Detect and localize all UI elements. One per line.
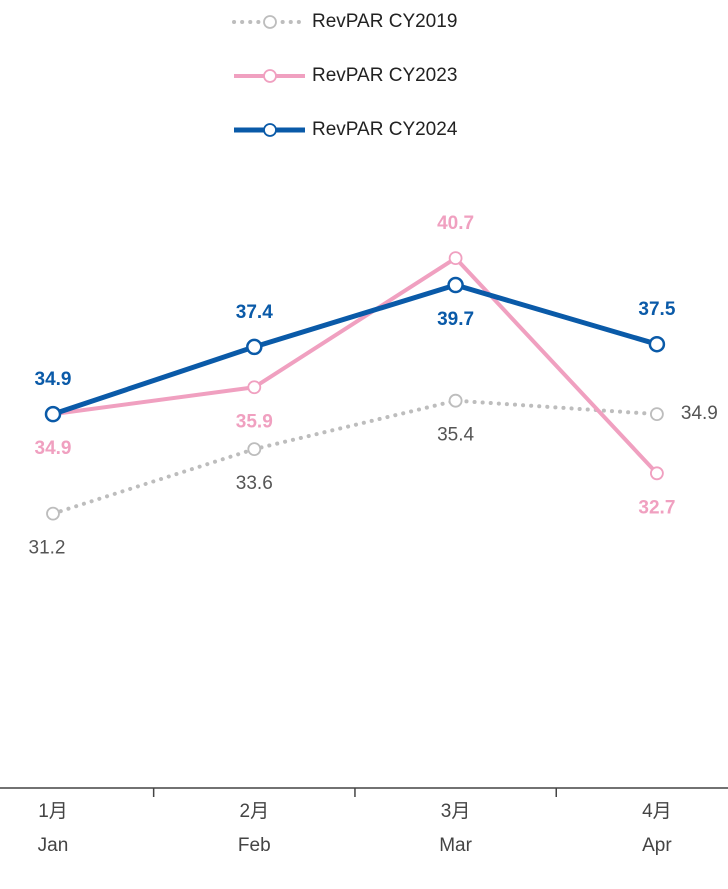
point-marker (650, 407, 664, 422)
data-label: 34.9 (35, 369, 72, 390)
x-tick-label: Jan (38, 835, 69, 856)
point-marker (247, 380, 262, 395)
x-tick-label: 4月 (642, 801, 672, 822)
data-label: 39.7 (437, 309, 474, 330)
data-label: 40.7 (437, 213, 474, 234)
x-tick-label: Mar (439, 835, 472, 856)
point-marker (44, 405, 62, 423)
x-tick-label: 2月 (240, 801, 270, 822)
data-label: 37.4 (236, 302, 273, 323)
point-marker (46, 506, 60, 521)
data-label: 32.7 (638, 497, 675, 518)
legend-marker (263, 15, 277, 29)
point-marker (448, 251, 463, 266)
series-line (51, 398, 659, 516)
data-label: 37.5 (638, 299, 675, 320)
x-tick-label: 1月 (38, 801, 68, 822)
point-marker (448, 393, 463, 408)
point-marker (246, 338, 263, 356)
x-tick-label: Apr (642, 835, 672, 856)
point-marker (650, 466, 664, 481)
series-line (52, 256, 659, 475)
point-marker (247, 442, 262, 457)
legend-label: RevPAR CY2024 (312, 119, 458, 140)
point-marker (648, 335, 666, 353)
legend-marker (263, 69, 277, 83)
legend-label: RevPAR CY2019 (312, 11, 457, 32)
point-marker (447, 276, 464, 294)
data-label: 35.4 (437, 425, 474, 446)
legend-label: RevPAR CY2023 (312, 65, 457, 86)
x-tick-label: 3月 (441, 801, 471, 822)
data-label: 33.6 (236, 473, 273, 494)
x-tick-label: Feb (238, 835, 271, 856)
data-label: 31.2 (29, 538, 66, 559)
legend-marker (263, 123, 277, 137)
series-line (52, 282, 658, 417)
data-label: 35.9 (236, 411, 273, 432)
data-label: 34.9 (681, 403, 718, 424)
data-label: 34.9 (35, 438, 72, 459)
